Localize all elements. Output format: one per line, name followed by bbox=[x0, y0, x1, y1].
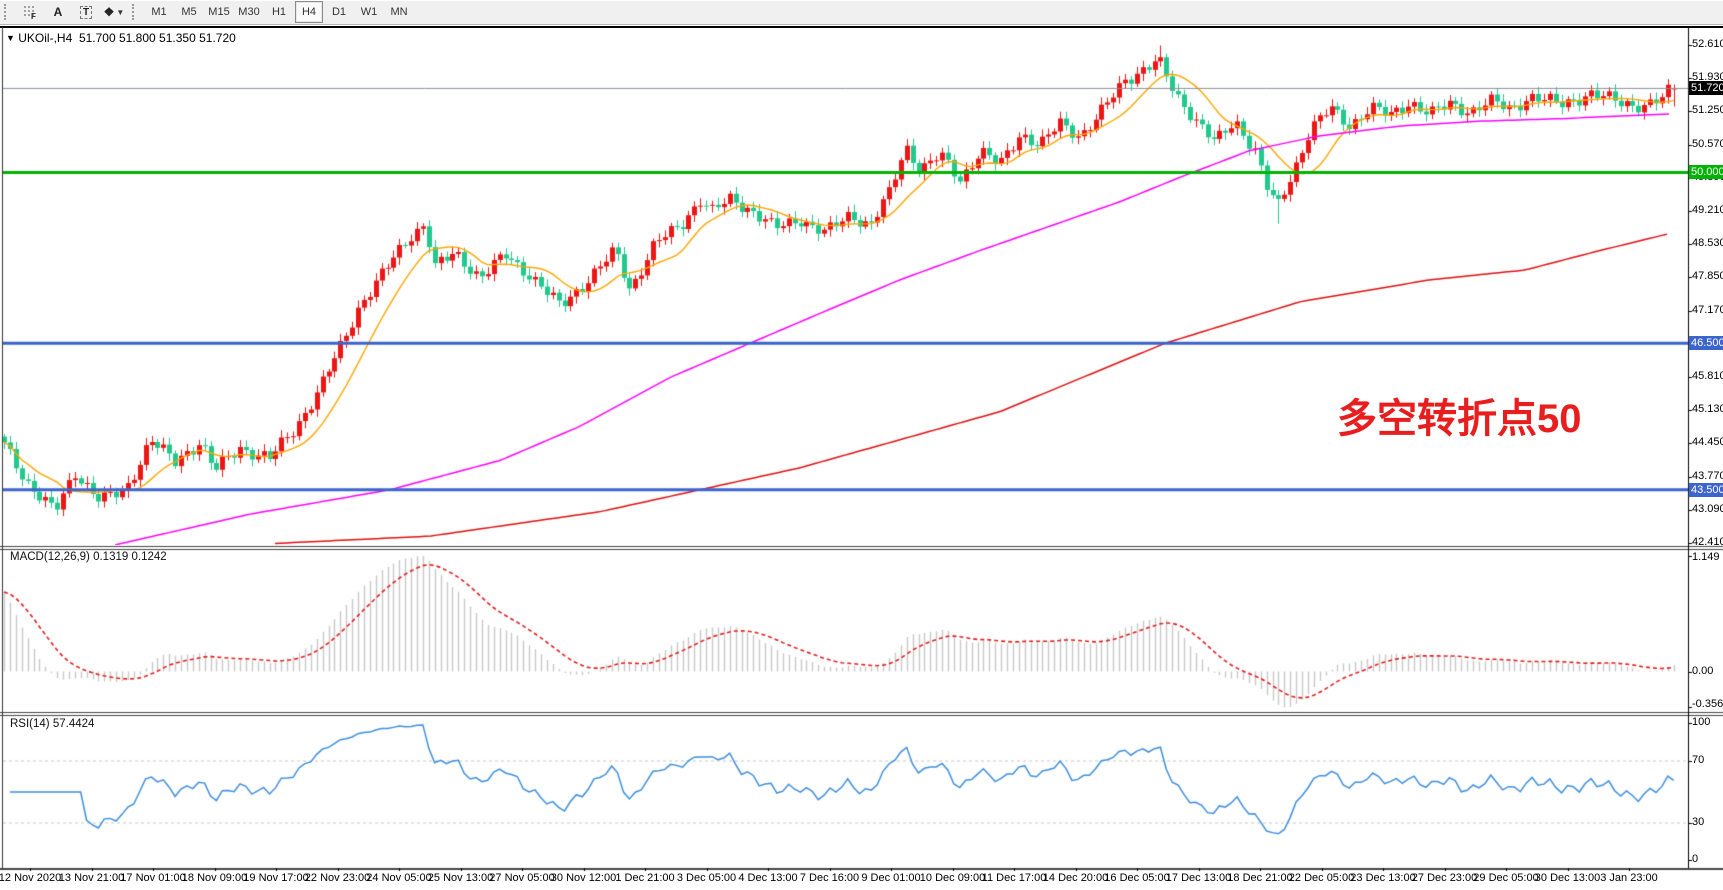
time-axis-label: 9 Dec 01:00 bbox=[861, 872, 921, 884]
price-tick-label: 52.610 bbox=[1692, 38, 1723, 50]
low-value: 51.350 bbox=[159, 31, 196, 45]
time-axis-label: 14 Dec 20:00 bbox=[1042, 872, 1109, 884]
time-axis-label: 7 Dec 16:00 bbox=[799, 872, 860, 884]
price-tick-label: 51.930 bbox=[1692, 71, 1723, 84]
high-value: 51.800 bbox=[119, 31, 156, 45]
price-tick-label: 42.410 bbox=[1692, 535, 1723, 548]
time-axis-label: 16 Dec 05:00 bbox=[1104, 872, 1170, 884]
price-tick-label: 47.170 bbox=[1692, 303, 1723, 316]
price-line-label: 50.000 bbox=[1689, 165, 1723, 180]
price-tick-label: 43.090 bbox=[1692, 502, 1723, 515]
price-tick-label: 45.130 bbox=[1692, 403, 1723, 416]
chart-ohlc-header: ▼ UKOil-,H4 51.700 51.800 51.350 51.720 bbox=[6, 31, 236, 45]
time-axis-label: 10 Dec 09:00 bbox=[919, 872, 986, 884]
macd-axis-max: 1.149 bbox=[1692, 551, 1720, 564]
price-line-label: 51.720 bbox=[1689, 81, 1723, 96]
time-axis-label: 27 Dec 23:00 bbox=[1411, 872, 1478, 884]
macd-axis-zero: 0.00 bbox=[1692, 664, 1714, 677]
price-tick-label: 44.450 bbox=[1692, 436, 1723, 449]
rsi-axis-label: 0 bbox=[1692, 853, 1699, 865]
macd-axis-min: -0.3563 bbox=[1692, 698, 1723, 711]
time-axis-label: 17 Dec 13:00 bbox=[1165, 872, 1232, 884]
close-value: 51.720 bbox=[199, 31, 236, 45]
rsi-indicator-label: RSI(14) 57.4424 bbox=[10, 718, 95, 730]
time-axis-label: 3 Jan 23:00 bbox=[1600, 872, 1658, 884]
collapse-triangle-icon[interactable]: ▼ bbox=[6, 33, 15, 43]
time-axis-label: 27 Nov 05:00 bbox=[489, 872, 555, 884]
time-axis-label: 19 Nov 17:00 bbox=[243, 872, 309, 884]
price-tick-label: 50.570 bbox=[1692, 137, 1723, 150]
time-axis-label: 22 Nov 23:00 bbox=[304, 872, 371, 884]
price-tick-label: 45.810 bbox=[1692, 369, 1723, 382]
rsi-axis-label: 100 bbox=[1692, 716, 1711, 728]
price-tick-label: 47.850 bbox=[1692, 270, 1723, 283]
time-axis-label: 17 Nov 01:00 bbox=[120, 872, 186, 884]
time-axis-label: 23 Dec 13:00 bbox=[1350, 872, 1416, 884]
time-axis-label: 4 Dec 13:00 bbox=[738, 872, 798, 884]
time-axis-label: 13 Nov 21:00 bbox=[58, 872, 125, 884]
price-line-label: 43.500 bbox=[1689, 482, 1723, 497]
time-axis-label: 18 Nov 09:00 bbox=[181, 872, 248, 884]
price-tick-label: 51.250 bbox=[1692, 104, 1723, 117]
time-axis-label: 25 Nov 13:00 bbox=[427, 872, 494, 884]
time-axis-label: 1 Dec 21:00 bbox=[615, 872, 675, 884]
time-axis-label: 11 Dec 17:00 bbox=[981, 872, 1047, 884]
price-tick-label: 49.210 bbox=[1692, 203, 1723, 216]
time-axis-label: 18 Dec 21:00 bbox=[1227, 872, 1293, 884]
time-axis-label: 3 Dec 05:00 bbox=[676, 872, 737, 884]
rsi-axis-label: 70 bbox=[1692, 754, 1705, 766]
price-tick-label: 43.770 bbox=[1692, 469, 1723, 482]
price-line-label: 46.500 bbox=[1689, 336, 1723, 351]
time-axis-label: 24 Nov 05:00 bbox=[366, 872, 432, 884]
price-tick-label: 48.530 bbox=[1692, 237, 1723, 250]
time-axis-label: 30 Nov 12:00 bbox=[550, 872, 617, 884]
macd-indicator-label: MACD(12,26,9) 0.1319 0.1242 bbox=[10, 551, 167, 563]
rsi-axis-label: 30 bbox=[1692, 816, 1705, 828]
time-axis-label: 30 Dec 13:00 bbox=[1534, 872, 1601, 884]
time-axis-label: 22 Dec 05:00 bbox=[1288, 872, 1355, 884]
symbol-name: UKOil-,H4 bbox=[18, 31, 73, 45]
time-axis-label: 29 Dec 05:00 bbox=[1473, 872, 1539, 884]
open-value: 51.700 bbox=[78, 31, 116, 45]
time-axis-label: 12 Nov 2020 bbox=[0, 872, 62, 884]
bull-bear-turning-point-annotation: 多空转折点50 bbox=[1337, 397, 1582, 441]
